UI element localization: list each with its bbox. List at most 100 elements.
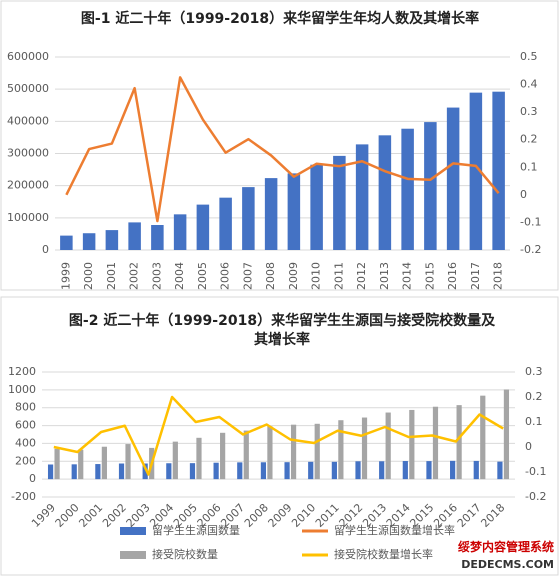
x-tick-label: 2009 — [266, 501, 295, 530]
bar — [105, 230, 119, 250]
x-tick-label: 2002 — [100, 501, 129, 530]
bar — [60, 235, 73, 250]
y2-tick-label: 0.1 — [525, 415, 543, 428]
y-tick-label: 200 — [15, 454, 36, 467]
legend-label: 留学生生源国数量增长率 — [334, 523, 455, 537]
bar — [290, 424, 297, 480]
legend-swatch — [120, 527, 146, 535]
bar — [424, 122, 437, 250]
x-tick-label: 1999 — [59, 262, 72, 290]
x-tick-label: 2003 — [150, 262, 163, 290]
bar — [333, 155, 346, 250]
bar — [355, 144, 369, 250]
watermark: DEDECMS.COM — [461, 558, 554, 571]
bar — [287, 173, 301, 250]
y2-tick-label: 0.3 — [525, 365, 543, 378]
bar — [310, 164, 323, 250]
y-tick-label: 0 — [29, 472, 36, 485]
y2-tick-label: 0.2 — [525, 390, 543, 403]
bar — [497, 461, 503, 480]
bar — [402, 461, 408, 480]
x-tick-label: 2000 — [82, 262, 95, 290]
chart-title: 图-1 近二十年（1999-2018）来华留学生年均人数及其增长率 — [80, 11, 480, 27]
x-tick-label: 2013 — [378, 262, 391, 290]
bar — [78, 449, 84, 480]
bar — [355, 461, 361, 480]
bar — [173, 214, 187, 250]
y-tick-label: 1000 — [8, 383, 36, 396]
chart-title: 图-2 近二十年（1999-2018）来华留学生生源国与接受院校数量及其增长率 — [68, 313, 496, 348]
bar — [166, 463, 172, 480]
chart-frame — [0, 0, 559, 291]
bar — [95, 464, 101, 480]
bar — [473, 460, 479, 480]
bar — [469, 92, 483, 251]
legend-label: 接受院校数量增长率 — [334, 547, 433, 561]
watermark: 绥梦内容管理系统 — [457, 540, 554, 554]
bar — [409, 409, 415, 480]
bar — [401, 128, 414, 250]
x-tick-label: 2010 — [289, 501, 318, 530]
bar — [237, 462, 243, 480]
bar — [361, 417, 368, 480]
bar — [242, 187, 255, 250]
x-tick-label: 2008 — [242, 501, 271, 530]
y-tick-label: 0 — [42, 243, 49, 256]
bar — [243, 430, 249, 480]
bar — [71, 464, 77, 480]
bar — [82, 233, 96, 250]
y-tick-label: -200 — [11, 490, 36, 503]
bar — [331, 461, 337, 480]
y2-tick-label: 0.4 — [520, 78, 538, 91]
bar — [151, 225, 164, 250]
x-tick-label: 2015 — [423, 262, 436, 290]
y-tick-label: 400 — [15, 436, 36, 449]
y2-tick-label: 0.1 — [520, 160, 538, 173]
y-tick-label: 100000 — [7, 211, 49, 224]
y2-tick-label: -0.2 — [520, 243, 541, 256]
y2-tick-label: -0.2 — [525, 490, 546, 503]
x-tick-label: 2003 — [124, 501, 153, 530]
bar — [128, 222, 141, 250]
bar — [456, 405, 462, 480]
x-tick-label: 2017 — [469, 262, 482, 290]
bar — [260, 462, 267, 480]
x-tick-label: 2016 — [446, 262, 459, 290]
y-tick-label: 300000 — [7, 147, 49, 160]
x-tick-label: 2011 — [332, 262, 345, 290]
x-tick-label: 2018 — [492, 262, 505, 290]
bar — [219, 197, 232, 250]
x-tick-label: 2001 — [105, 262, 118, 290]
bar — [189, 463, 196, 480]
bar — [54, 448, 60, 480]
y2-tick-label: 0 — [520, 188, 527, 201]
line-series — [65, 76, 500, 223]
x-tick-label: 2000 — [53, 501, 82, 530]
x-tick-label: 1999 — [29, 501, 58, 530]
bar — [308, 461, 314, 480]
y2-tick-label: 0.5 — [520, 50, 538, 63]
bar — [267, 426, 273, 480]
bar — [338, 420, 344, 480]
x-tick-label: 2002 — [128, 262, 141, 290]
x-tick-label: 2001 — [76, 501, 105, 530]
legend-label: 接受院校数量 — [152, 547, 218, 561]
x-tick-label: 2012 — [355, 262, 368, 290]
bar — [118, 463, 125, 480]
x-tick-label: 2018 — [478, 501, 507, 530]
y-tick-label: 200000 — [7, 179, 49, 192]
x-tick-label: 2010 — [310, 262, 323, 290]
y2-tick-label: 0.2 — [520, 133, 538, 146]
bar — [213, 462, 219, 480]
bar — [220, 432, 226, 480]
legend-label: 留学生生源国数量 — [152, 523, 240, 537]
bar — [314, 423, 320, 480]
bar — [426, 461, 432, 480]
y2-tick-label: 0.3 — [520, 105, 538, 118]
chart-frame — [0, 296, 559, 576]
bar — [446, 107, 460, 251]
bar — [284, 462, 290, 480]
y-tick-label: 1200 — [8, 365, 36, 378]
bar — [172, 441, 178, 480]
